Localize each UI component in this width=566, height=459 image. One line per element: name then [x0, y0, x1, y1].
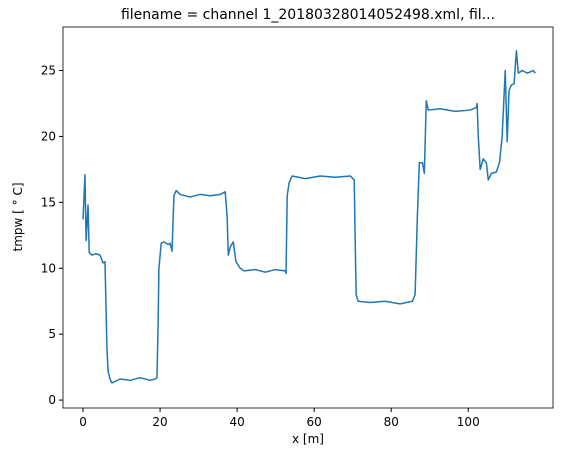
- y-tick-label: 5: [48, 327, 56, 341]
- data-line: [82, 49, 536, 384]
- x-tick-label: 60: [307, 415, 322, 429]
- y-tick-label: 20: [41, 129, 56, 143]
- y-axis-label: tmpw [ ° C]: [11, 182, 25, 251]
- x-tick-label: 0: [79, 415, 87, 429]
- y-tick-label: 0: [48, 393, 56, 407]
- x-tick-label: 20: [152, 415, 167, 429]
- y-tick-label: 15: [41, 195, 56, 209]
- chart-title: filename = channel 1_20180328014052498.x…: [121, 7, 495, 23]
- y-tick-label: 10: [41, 261, 56, 275]
- x-tick-label: 40: [229, 415, 244, 429]
- x-tick-label: 80: [384, 415, 399, 429]
- y-tick-label: 25: [41, 64, 56, 78]
- plot-frame: [62, 26, 554, 409]
- x-axis-label: x [m]: [292, 432, 324, 446]
- x-tick-label: 100: [457, 415, 480, 429]
